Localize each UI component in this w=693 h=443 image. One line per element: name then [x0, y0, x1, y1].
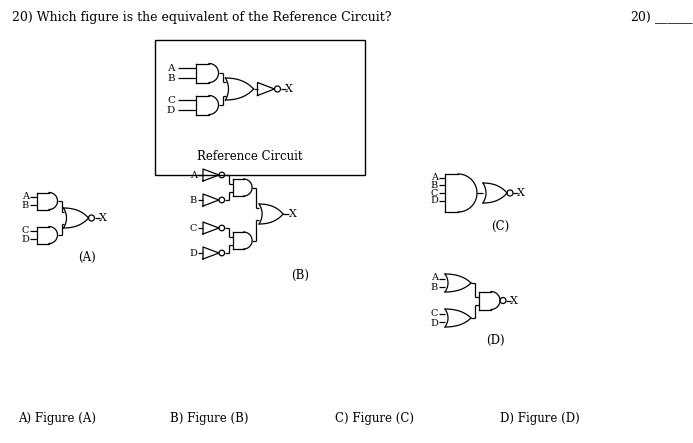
Text: 20): 20): [630, 11, 651, 24]
Text: A: A: [431, 273, 438, 283]
Text: D: D: [189, 249, 197, 257]
Text: C: C: [21, 225, 29, 234]
Text: B: B: [190, 195, 197, 205]
Text: C: C: [430, 308, 438, 318]
Text: D: D: [430, 319, 438, 327]
Text: C: C: [167, 96, 175, 105]
Text: ______: ______: [655, 11, 692, 24]
Text: C: C: [430, 189, 438, 198]
Text: B: B: [431, 181, 438, 190]
Text: A: A: [431, 173, 438, 183]
Text: D: D: [21, 234, 29, 244]
Text: 20) Which figure is the equivalent of the Reference Circuit?: 20) Which figure is the equivalent of th…: [12, 11, 392, 24]
Text: X: X: [289, 209, 297, 219]
Text: B: B: [431, 284, 438, 292]
Text: B: B: [21, 201, 29, 210]
Text: B) Figure (B): B) Figure (B): [170, 412, 249, 425]
Text: (A): (A): [78, 250, 96, 264]
Text: X: X: [98, 213, 107, 223]
Text: A: A: [190, 171, 197, 179]
Text: (D): (D): [486, 334, 505, 346]
Text: C: C: [190, 224, 197, 233]
Text: X: X: [517, 188, 525, 198]
Text: Reference Circuit: Reference Circuit: [198, 150, 303, 163]
Text: X: X: [285, 84, 292, 94]
Text: X: X: [510, 295, 518, 306]
Text: D) Figure (D): D) Figure (D): [500, 412, 580, 425]
Text: D: D: [167, 105, 175, 114]
Text: (C): (C): [491, 219, 509, 233]
Text: (B): (B): [291, 268, 309, 281]
Text: A) Figure (A): A) Figure (A): [18, 412, 96, 425]
Text: C) Figure (C): C) Figure (C): [335, 412, 414, 425]
Text: A: A: [22, 191, 29, 201]
Text: A: A: [168, 63, 175, 73]
Text: D: D: [430, 196, 438, 205]
Bar: [155, 40, 365, 175]
Text: B: B: [168, 74, 175, 82]
